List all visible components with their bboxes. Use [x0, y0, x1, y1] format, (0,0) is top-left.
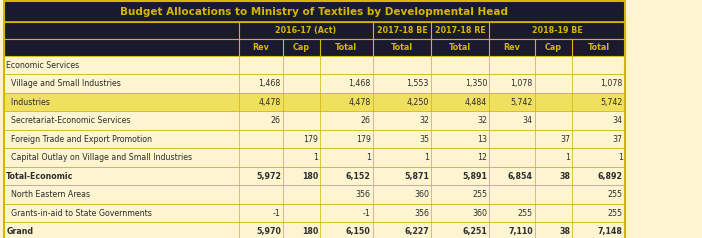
Text: 1,078: 1,078 [600, 79, 623, 88]
Text: 5,891: 5,891 [463, 172, 487, 181]
Text: Secretariat-Economic Services: Secretariat-Economic Services [6, 116, 131, 125]
Bar [4, 222, 625, 238]
Text: 255: 255 [472, 190, 487, 199]
Text: 180: 180 [302, 172, 318, 181]
Text: 12: 12 [477, 153, 487, 162]
Text: 1: 1 [618, 153, 623, 162]
Text: 13: 13 [477, 134, 487, 144]
Bar [4, 74, 625, 93]
Text: 5,972: 5,972 [256, 172, 281, 181]
Text: 360: 360 [472, 208, 487, 218]
Text: 37: 37 [560, 134, 570, 144]
Text: 4,478: 4,478 [258, 98, 281, 107]
Bar [4, 148, 625, 167]
Text: Capital Outlay on Village and Small Industries: Capital Outlay on Village and Small Indu… [6, 153, 192, 162]
Text: 1,078: 1,078 [510, 79, 533, 88]
Text: Total: Total [588, 43, 609, 52]
Text: Village and Small Industries: Village and Small Industries [6, 79, 121, 88]
Text: -1: -1 [363, 208, 371, 218]
Text: 6,854: 6,854 [508, 172, 533, 181]
Text: Economic Services: Economic Services [6, 60, 79, 69]
Bar [4, 185, 625, 204]
Text: Foreign Trade and Export Promotion: Foreign Trade and Export Promotion [6, 134, 152, 144]
Text: Total: Total [336, 43, 357, 52]
Bar [4, 111, 625, 130]
Text: 34: 34 [613, 116, 623, 125]
Text: 360: 360 [414, 190, 429, 199]
Bar [4, 1, 625, 22]
Text: 1,350: 1,350 [465, 79, 487, 88]
Text: 255: 255 [518, 208, 533, 218]
Text: North Eastern Areas: North Eastern Areas [6, 190, 91, 199]
Text: 32: 32 [419, 116, 429, 125]
Text: Budget Allocations to Ministry of Textiles by Developmental Head: Budget Allocations to Ministry of Textil… [120, 6, 508, 16]
Text: 1,553: 1,553 [406, 79, 429, 88]
Text: Total: Total [449, 43, 471, 52]
Text: 356: 356 [414, 208, 429, 218]
Text: 4,250: 4,250 [406, 98, 429, 107]
Text: -1: -1 [273, 208, 281, 218]
Text: Cap: Cap [545, 43, 562, 52]
Text: 7,110: 7,110 [508, 227, 533, 236]
Text: 1,468: 1,468 [348, 79, 371, 88]
Text: Grants-in-aid to State Governments: Grants-in-aid to State Governments [6, 208, 152, 218]
Bar [4, 39, 625, 56]
Bar [4, 56, 625, 74]
Text: 6,251: 6,251 [463, 227, 487, 236]
Text: 38: 38 [559, 227, 570, 236]
Text: 5,742: 5,742 [600, 98, 623, 107]
Text: 356: 356 [356, 190, 371, 199]
Text: 1,468: 1,468 [258, 79, 281, 88]
Text: 7,148: 7,148 [598, 227, 623, 236]
Text: 1: 1 [565, 153, 570, 162]
Text: 35: 35 [419, 134, 429, 144]
Text: 32: 32 [477, 116, 487, 125]
Text: Rev: Rev [252, 43, 270, 52]
Text: 1: 1 [313, 153, 318, 162]
Text: Total: Total [391, 43, 413, 52]
Text: 38: 38 [559, 172, 570, 181]
Text: 26: 26 [271, 116, 281, 125]
Text: 179: 179 [356, 134, 371, 144]
Bar [4, 1, 625, 238]
Text: 5,871: 5,871 [404, 172, 429, 181]
Bar [4, 167, 625, 185]
Text: Industries: Industries [6, 98, 51, 107]
Text: 5,742: 5,742 [510, 98, 533, 107]
Bar [4, 22, 625, 39]
Bar [4, 204, 625, 222]
Text: 6,150: 6,150 [346, 227, 371, 236]
Text: 4,484: 4,484 [465, 98, 487, 107]
Bar [4, 130, 625, 148]
Text: 6,227: 6,227 [404, 227, 429, 236]
Text: 2017-18 RE: 2017-18 RE [435, 26, 486, 35]
Text: 2017-18 BE: 2017-18 BE [376, 26, 428, 35]
Text: Cap: Cap [293, 43, 310, 52]
Text: 1: 1 [366, 153, 371, 162]
Text: Total-Economic: Total-Economic [6, 172, 74, 181]
Text: 255: 255 [608, 190, 623, 199]
Text: 2018-19 BE: 2018-19 BE [531, 26, 583, 35]
Text: 26: 26 [361, 116, 371, 125]
Text: Grand: Grand [6, 227, 33, 236]
Text: 255: 255 [608, 208, 623, 218]
Text: 6,892: 6,892 [598, 172, 623, 181]
Text: 34: 34 [523, 116, 533, 125]
Text: 1: 1 [424, 153, 429, 162]
Text: 179: 179 [303, 134, 318, 144]
Text: 5,970: 5,970 [256, 227, 281, 236]
Bar [4, 93, 625, 111]
Text: 2016-17 (Act): 2016-17 (Act) [275, 26, 336, 35]
Text: 6,152: 6,152 [346, 172, 371, 181]
Text: 180: 180 [302, 227, 318, 236]
Text: 37: 37 [613, 134, 623, 144]
Text: 4,478: 4,478 [348, 98, 371, 107]
Text: Rev: Rev [503, 43, 521, 52]
